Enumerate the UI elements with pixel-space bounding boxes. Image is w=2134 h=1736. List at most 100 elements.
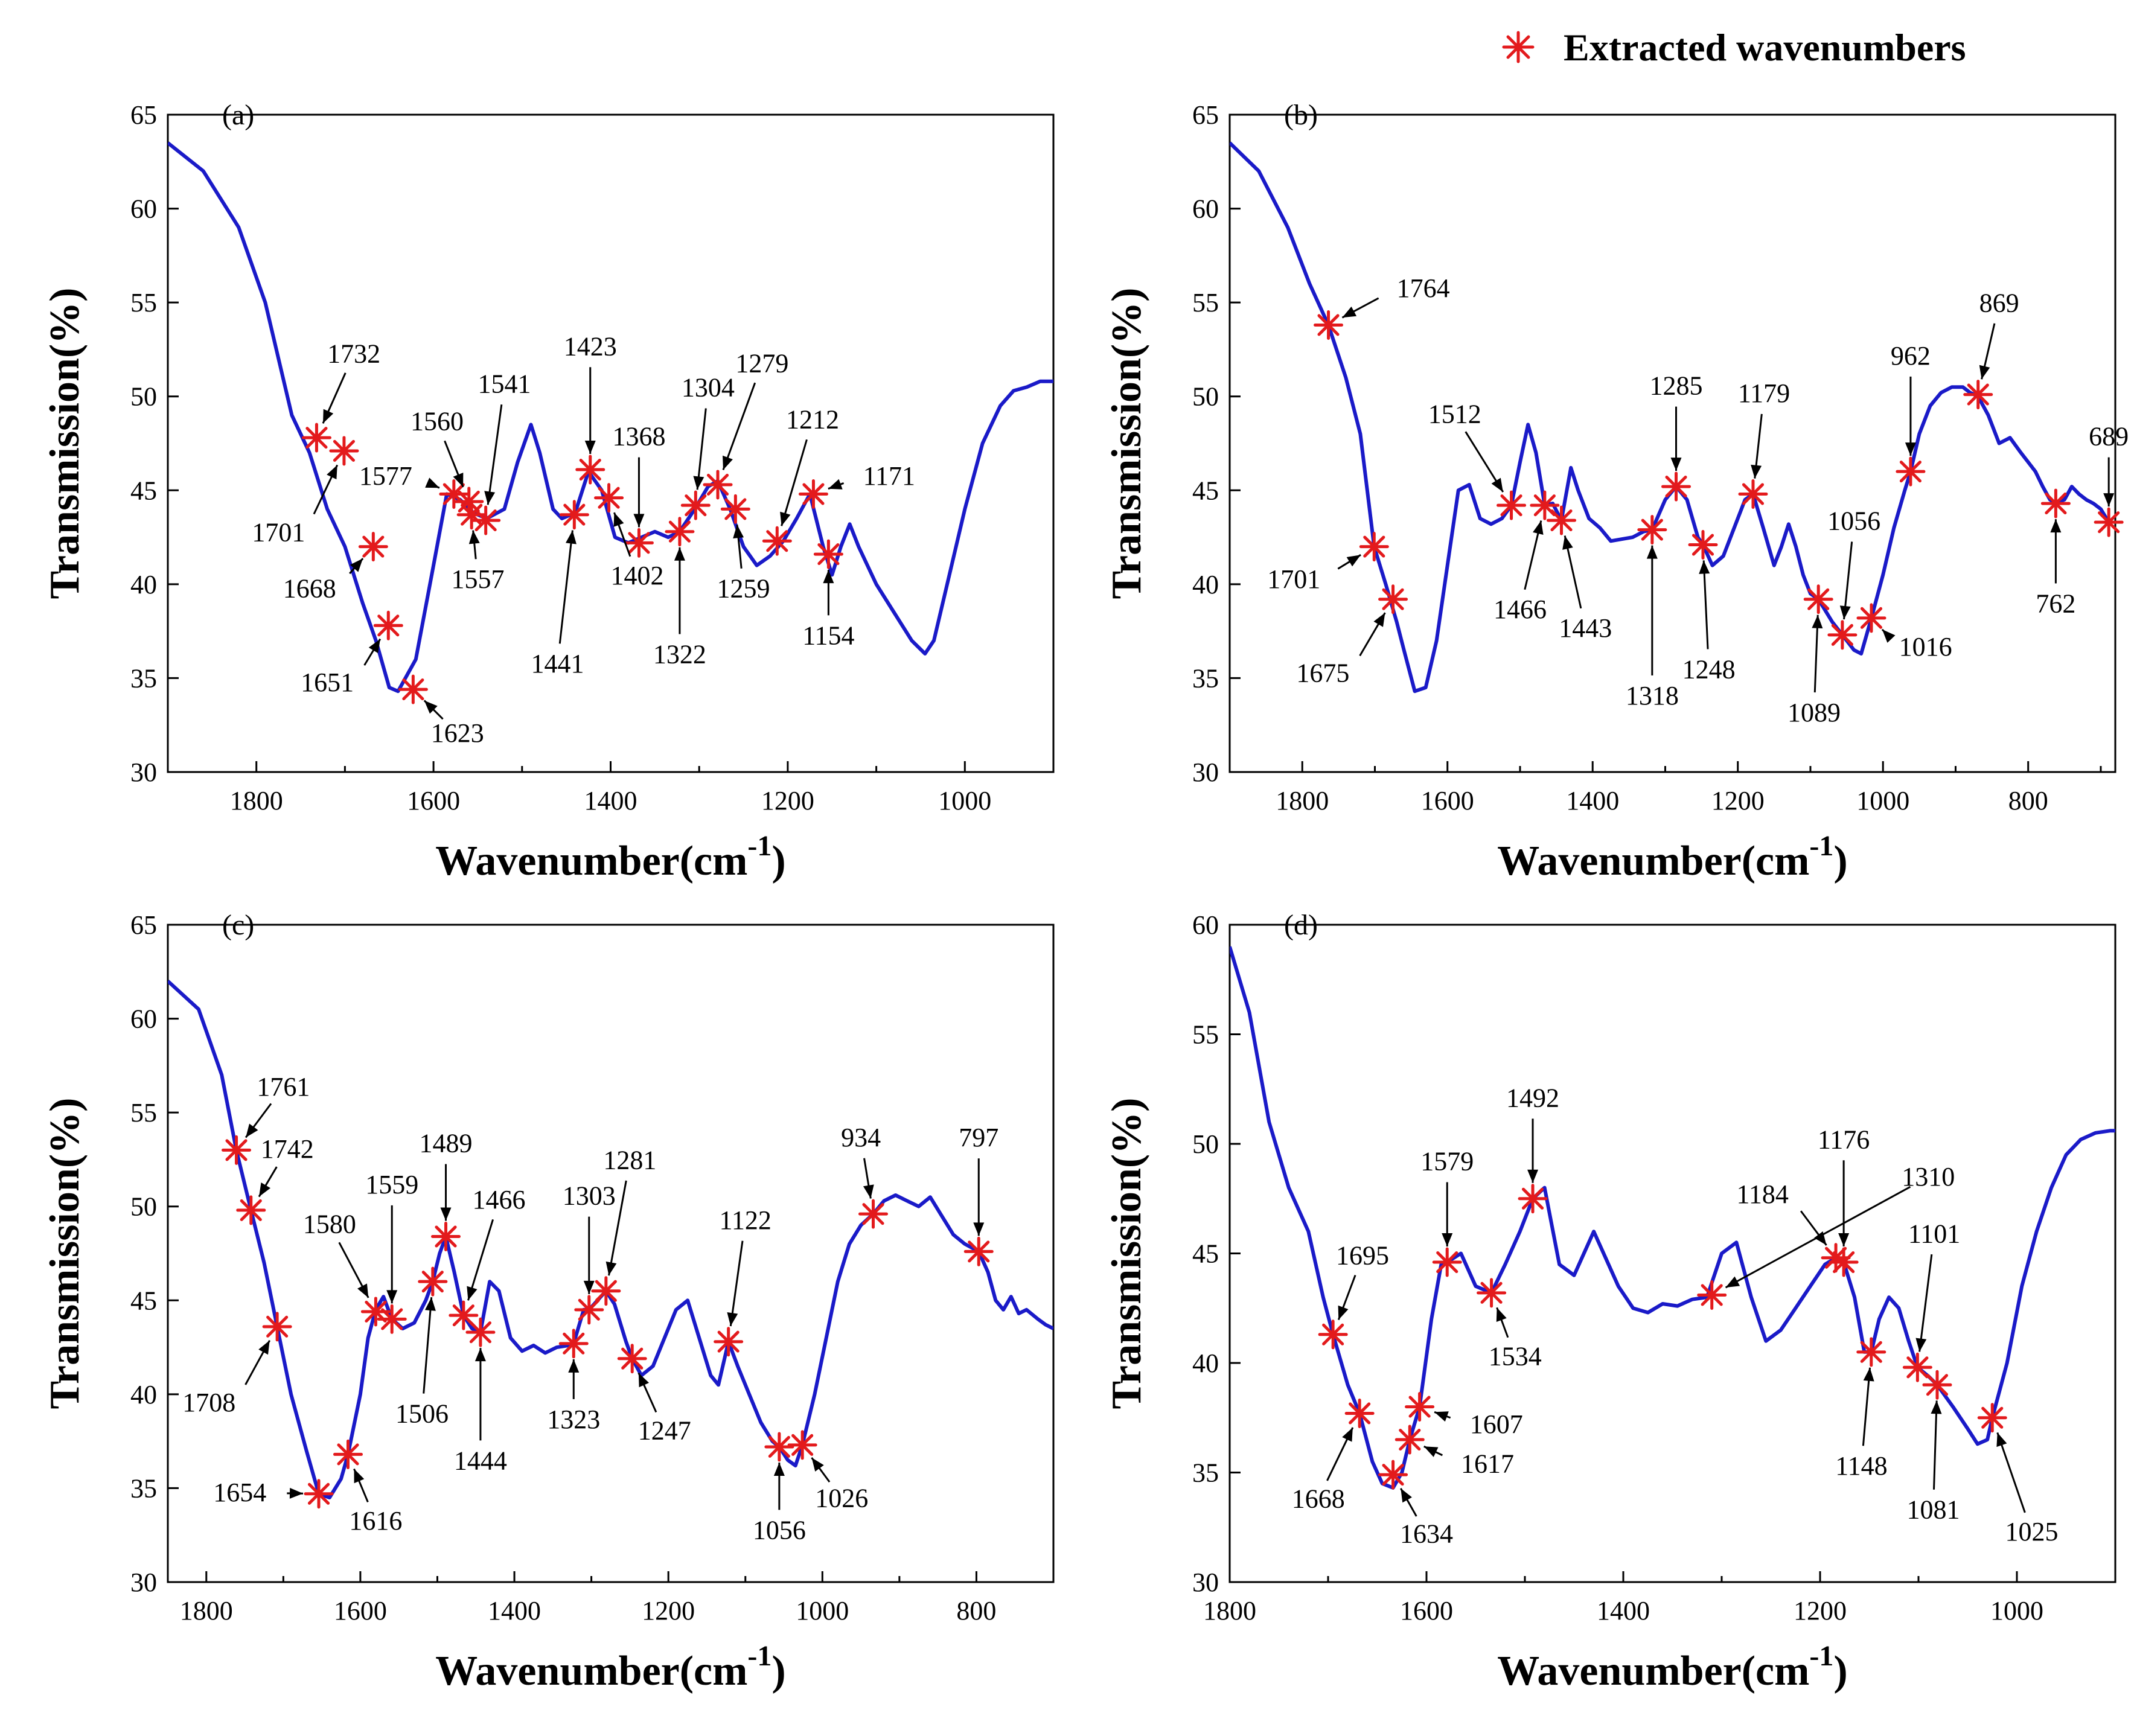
spectrum-line	[1230, 141, 2110, 694]
extracted-markers	[1314, 310, 2124, 650]
x-tick-label: 800	[956, 1596, 996, 1626]
arrow-head-icon	[1401, 1488, 1412, 1503]
marker-1310-icon	[1697, 1280, 1727, 1310]
x-tick-label: 1600	[1421, 786, 1474, 815]
marker-1695-icon	[1318, 1320, 1348, 1350]
annotation-label: 1148	[1835, 1451, 1887, 1481]
arrow-head-icon	[453, 473, 464, 487]
marker-1259-icon	[720, 494, 750, 524]
annotation-label: 1025	[2005, 1517, 2058, 1546]
x-tick-label: 1000	[1990, 1596, 2043, 1626]
arrow-head-icon	[674, 547, 685, 561]
annotation-arrow	[467, 1219, 494, 1301]
arrow-head-icon	[1338, 1305, 1349, 1320]
arrow-head-icon	[723, 455, 733, 470]
x-axis: 1800 1600 1400 1200 1000 800	[180, 1571, 1055, 1626]
spectrum-line	[168, 980, 1053, 1499]
arrow-head-icon	[1346, 555, 1361, 567]
marker-1559-icon	[377, 1304, 407, 1334]
annotation-label: 762	[2036, 589, 2075, 619]
annotation-label: 1541	[478, 369, 531, 398]
arrow-head-icon	[368, 639, 380, 654]
x-axis: 1800 1600 1400 1200 1000	[167, 761, 1055, 815]
y-tick-label: 35	[1192, 663, 1219, 693]
marker-1179-icon	[1738, 479, 1768, 509]
annotation-label: 1016	[1899, 632, 1952, 662]
marker-1675-icon	[1378, 584, 1408, 614]
annotation-label: 1742	[261, 1134, 314, 1164]
x-axis-title-superscript: -1	[747, 830, 771, 862]
annotation-label: 1122	[720, 1205, 771, 1235]
arrow-head-icon	[1882, 629, 1896, 643]
y-tick-label: 50	[1192, 1129, 1219, 1159]
x-axis: 1800 1600 1400 1200 1000 800	[1228, 761, 2102, 815]
marker-1764-icon	[1314, 310, 1344, 340]
arrow-head-icon	[863, 1184, 874, 1199]
marker-1654-icon	[304, 1479, 334, 1509]
annotation-label: 1559	[365, 1170, 418, 1199]
marker-1668-icon	[1344, 1398, 1375, 1428]
marker-1541-icon	[471, 505, 501, 535]
marker-1248-icon	[1688, 530, 1718, 560]
y-tick-label: 30	[130, 1568, 157, 1597]
annotation-label: 1259	[717, 574, 770, 604]
marker-934-icon	[858, 1199, 888, 1229]
annotation-arrow	[696, 408, 707, 490]
arrow-head-icon	[2050, 519, 2062, 533]
annotations: 1695 1668 1634 1617 1607 1579 1534 1492 1184 1176…	[1292, 1083, 2059, 1548]
arrow-head-icon	[583, 1280, 595, 1294]
y-axis-title: Transmission(%)	[42, 1098, 88, 1409]
marker-1101-icon	[1902, 1352, 1932, 1382]
annotation-label: 1623	[431, 718, 484, 748]
annotation-label: 1056	[753, 1515, 806, 1545]
arrow-head-icon	[613, 512, 624, 527]
marker-1247-icon	[617, 1344, 647, 1374]
annotation-label: 1285	[1650, 371, 1703, 401]
annotations: 1732 1701 1668 1651 1623 1577 1560 1557 1541 1441…	[252, 331, 915, 748]
arrow-head-icon	[440, 1207, 452, 1221]
arrow-head-icon	[468, 530, 480, 544]
marker-1154-icon	[813, 539, 843, 569]
x-axis-title: Wavenumber(cm-1)	[435, 830, 785, 884]
x-tick-label: 1800	[1203, 1596, 1256, 1626]
x-tick-label: 1800	[230, 786, 283, 815]
annotation-label: 1441	[531, 649, 584, 678]
annotation-arrow	[1702, 560, 1709, 649]
marker-762-icon	[2040, 488, 2071, 519]
arrow-head-icon	[323, 409, 334, 424]
panel-a: 1800 1600 1400 1200 1000 30 35 40 45 50 55 60 65 Wave…	[42, 99, 1055, 884]
arrow-head-icon	[605, 1261, 617, 1276]
marker-1148-icon	[1856, 1337, 1886, 1367]
marker-1466-icon	[449, 1300, 479, 1330]
x-tick-label: 1200	[642, 1596, 695, 1626]
arrow-head-icon	[1670, 458, 1682, 471]
y-axis-title: Transmission(%)	[1104, 1098, 1150, 1409]
annotation-label: 1607	[1470, 1409, 1523, 1439]
arrow-head-icon	[828, 479, 843, 490]
marker-1056-icon	[764, 1432, 794, 1462]
y-tick-label: 40	[130, 570, 157, 599]
arrow-head-icon	[1342, 306, 1357, 318]
y-tick-label: 55	[1192, 1020, 1219, 1050]
x-axis-title: Wavenumber(cm-1)	[435, 1640, 785, 1694]
y-tick-label: 50	[130, 382, 157, 412]
marker-1016-icon	[1856, 603, 1886, 633]
arrow-head-icon	[1725, 1276, 1740, 1288]
y-tick-label: 35	[1192, 1458, 1219, 1488]
annotation-label: 1154	[802, 621, 854, 650]
y-tick-label: 45	[1192, 1239, 1219, 1269]
x-axis-title: Wavenumber(cm-1)	[1497, 830, 1847, 884]
y-tick-label: 50	[130, 1192, 157, 1222]
arrow-head-icon	[638, 1373, 650, 1388]
y-tick-label: 60	[1192, 910, 1219, 940]
marker-1318-icon	[1637, 515, 1667, 545]
y-tick-label: 65	[130, 100, 157, 130]
arrow-head-icon	[1342, 1427, 1353, 1442]
annotation-label: 1695	[1336, 1241, 1389, 1271]
arrow-head-icon	[1646, 545, 1658, 559]
annotations: 1761 1742 1708 1654 1616 1580 1559 1506 14891466…	[182, 1072, 998, 1545]
y-axis-title: Transmission(%)	[1104, 288, 1150, 599]
annotations: 1764 1701 1675 1512 1466 1443 1318 1285 1248 1179…	[1267, 273, 2129, 727]
annotation-arrow	[781, 439, 808, 526]
annotation-label: 1489	[420, 1128, 473, 1158]
